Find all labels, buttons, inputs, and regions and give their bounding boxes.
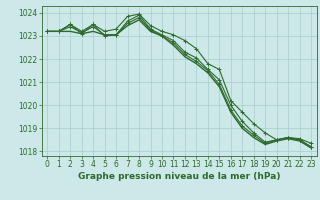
X-axis label: Graphe pression niveau de la mer (hPa): Graphe pression niveau de la mer (hPa) xyxy=(78,172,280,181)
